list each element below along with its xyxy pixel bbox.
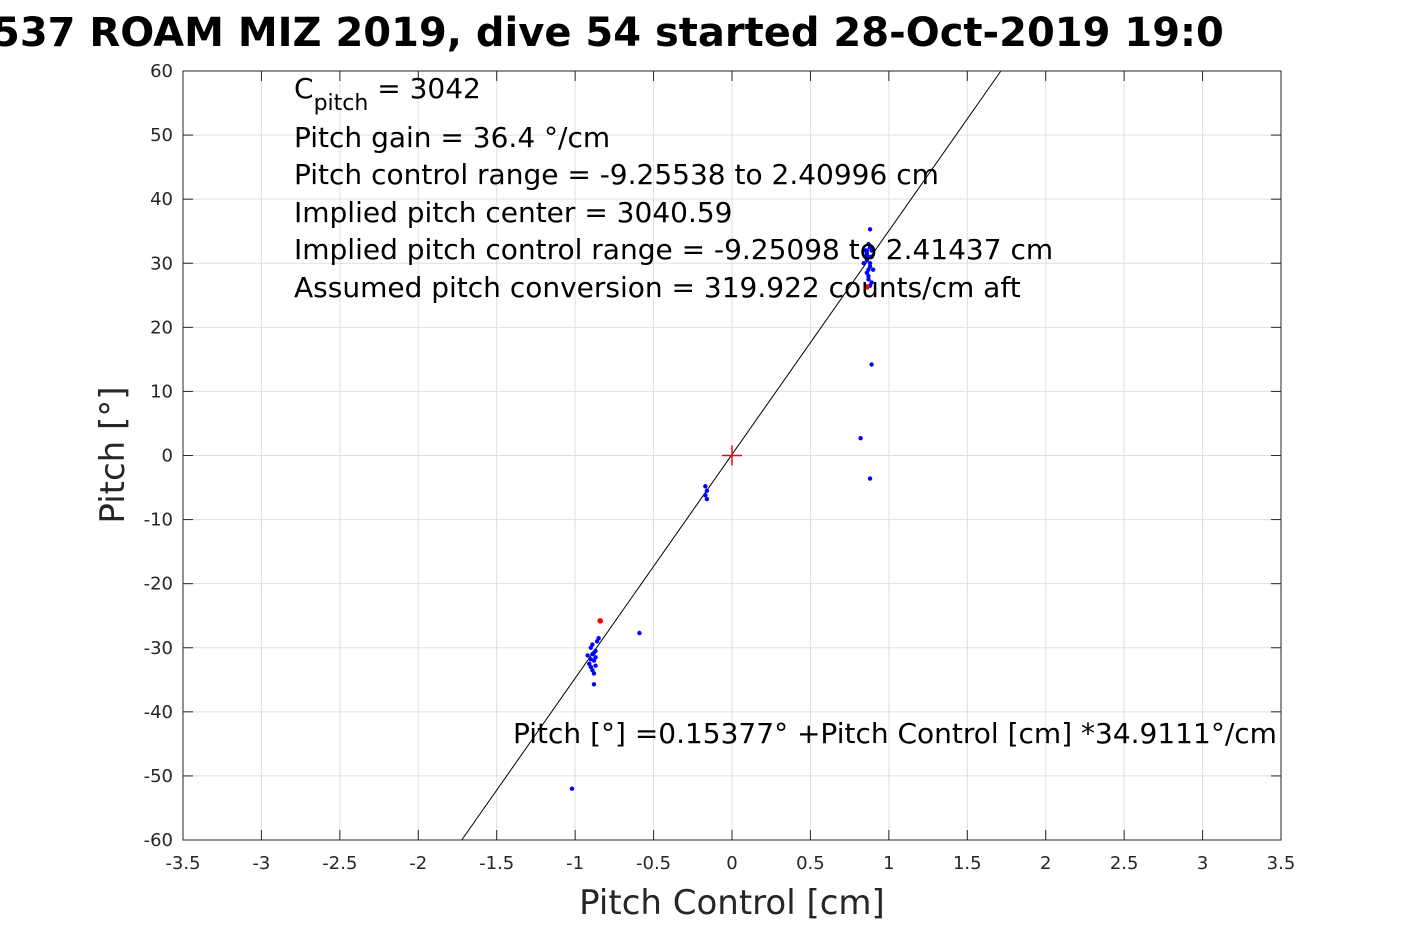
data-point — [866, 277, 871, 282]
x-tick-label: 0 — [726, 853, 737, 874]
annotation-implied-range: Implied pitch control range = -9.25098 t… — [294, 233, 1053, 266]
data-point — [866, 241, 871, 247]
x-tick-label: -0.5 — [636, 853, 671, 874]
data-point — [596, 635, 601, 641]
data-point — [590, 642, 595, 647]
data-point — [703, 493, 708, 498]
data-point — [869, 254, 874, 260]
y-tick-label: 30 — [150, 253, 173, 274]
data-point — [864, 270, 870, 276]
annotation-c-pitch: Cpitch = 3042 — [294, 72, 481, 116]
data-point — [858, 435, 863, 441]
data-point — [591, 682, 597, 687]
data-point — [587, 661, 592, 666]
x-ticks: -3.5 -3 -2.5 -2 -1.5 -1 -0.5 0 0.5 1 1.5 2 2.5 3 3.5 — [165, 71, 1295, 874]
y-tick-label: -50 — [144, 766, 173, 787]
annotation-fit-equation: Pitch [°] =0.15377° +Pitch Control [cm] … — [513, 717, 1277, 750]
x-tick-label: -2.5 — [322, 853, 357, 874]
data-point — [703, 484, 708, 489]
annotation-conversion: Assumed pitch conversion = 319.922 count… — [294, 271, 1021, 304]
data-point — [704, 496, 710, 502]
data-points — [569, 227, 876, 791]
data-point — [867, 264, 873, 269]
chart-title: 537 ROAM MIZ 2019, dive 54 started 28-Oc… — [0, 10, 1224, 56]
x-tick-label: 2 — [1040, 853, 1051, 874]
x-tick-label: -1.5 — [479, 853, 514, 874]
data-point — [870, 267, 876, 272]
data-point — [867, 227, 873, 232]
data-point — [867, 261, 873, 266]
data-point — [704, 488, 710, 493]
x-tick-label: 3.5 — [1267, 853, 1296, 874]
y-tick-label: 60 — [150, 61, 173, 82]
x-tick-label: -3.5 — [165, 853, 200, 874]
x-tick-label: 3 — [1197, 853, 1208, 874]
annotation-pitch-control-range: Pitch control range = -9.25538 to 2.4099… — [294, 158, 939, 191]
x-tick-label: 2.5 — [1110, 853, 1139, 874]
x-tick-label: 1 — [883, 853, 894, 874]
y-ticks: 60 50 40 30 20 10 0 -10 -20 -30 -40 -50 -60 — [144, 61, 1281, 851]
data-point — [637, 630, 642, 636]
x-tick-label: -2 — [409, 853, 427, 874]
data-point — [569, 786, 575, 791]
outlier-point — [864, 284, 870, 290]
grid-lines — [182, 70, 1282, 841]
y-tick-label: 0 — [162, 446, 173, 467]
annotation-pitch-gain: Pitch gain = 36.4 °/cm — [294, 121, 610, 154]
data-point — [867, 476, 873, 481]
y-tick-label: -10 — [144, 510, 173, 531]
y-axis-label: Pitch [°] — [93, 386, 133, 523]
data-point — [861, 261, 866, 266]
annotation-implied-center: Implied pitch center = 3040.59 — [294, 196, 732, 229]
x-tick-label: -1 — [566, 853, 584, 874]
data-point — [869, 362, 874, 367]
center-marker-group — [722, 445, 742, 466]
y-tick-label: 10 — [150, 381, 173, 402]
data-point — [585, 653, 590, 658]
data-point — [593, 655, 598, 660]
c-pitch-value: = 3042 — [368, 72, 481, 105]
data-point — [588, 657, 594, 662]
y-tick-label: -40 — [144, 702, 173, 723]
outlier-point — [597, 618, 604, 624]
data-point — [590, 667, 595, 673]
data-point — [591, 650, 597, 656]
y-tick-label: -60 — [144, 830, 173, 851]
data-point — [863, 248, 868, 253]
data-point — [593, 663, 598, 668]
x-tick-label: -3 — [252, 853, 270, 874]
c-pitch-symbol: C — [294, 72, 314, 105]
x-tick-label: 1.5 — [953, 853, 982, 874]
data-point — [863, 254, 868, 260]
x-tick-label: 0.5 — [796, 853, 825, 874]
x-axis-label: Pitch Control [cm] — [579, 883, 885, 923]
y-tick-label: 40 — [150, 189, 173, 210]
y-tick-label: -30 — [144, 638, 173, 659]
y-tick-label: 50 — [150, 125, 173, 146]
y-tick-label: -20 — [144, 574, 173, 595]
data-point — [869, 248, 874, 253]
y-tick-label: 20 — [150, 317, 173, 338]
c-pitch-subscript: pitch — [314, 91, 369, 116]
